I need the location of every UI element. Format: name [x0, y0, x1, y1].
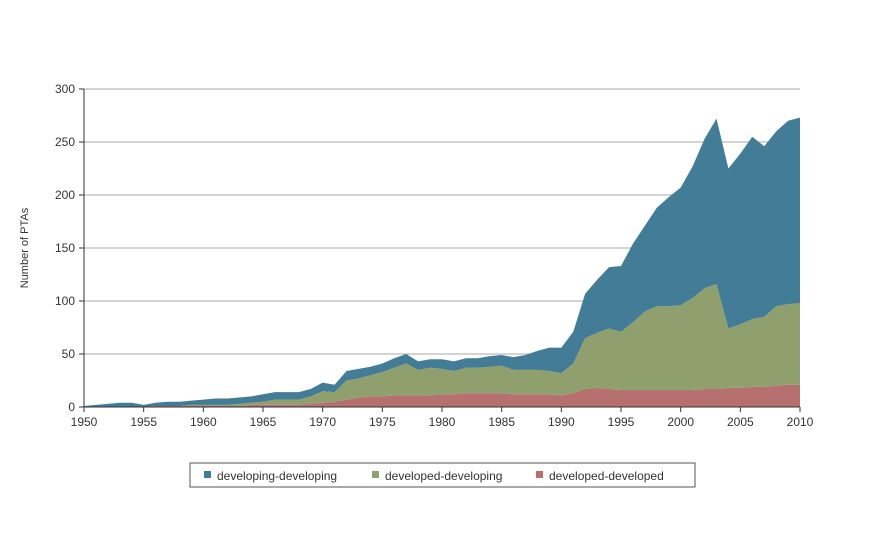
x-tick-label-1975: 1975	[369, 415, 396, 429]
y-axis-title: Number of PTAs	[19, 207, 31, 288]
legend-box	[189, 462, 696, 488]
legend-swatch-developed-developed	[536, 471, 543, 478]
x-tick-label-1970: 1970	[309, 415, 336, 429]
y-ticks: 0 50 100 150 200 250 300	[55, 82, 84, 414]
x-tick-label-1980: 1980	[429, 415, 456, 429]
area-developing-developing	[84, 117, 800, 408]
y-tick-label-0: 0	[68, 400, 75, 414]
legend-swatch-developing-developing	[204, 471, 211, 478]
y-tick-label-50: 50	[62, 347, 76, 361]
y-tick-label-200: 200	[55, 188, 75, 202]
area-developed-developed	[84, 384, 800, 407]
legend-swatch-developed-developing	[372, 471, 379, 478]
x-tick-label-1955: 1955	[130, 415, 157, 429]
x-tick-label-2010: 2010	[787, 415, 814, 429]
area-series	[84, 117, 800, 408]
y-tick-label-150: 150	[55, 241, 75, 255]
legend-label-developing-developing: developing-developing	[217, 469, 337, 483]
x-tick-label-1960: 1960	[190, 415, 217, 429]
x-ticks: 1950 1955 1960 1965 1970 1975 1980 1985 1990 1995…	[71, 407, 814, 429]
legend-label-developed-developed: developed-developed	[549, 469, 664, 483]
y-tick-label-100: 100	[55, 294, 75, 308]
x-tick-label-1985: 1985	[488, 415, 515, 429]
x-tick-label-1995: 1995	[608, 415, 635, 429]
y-tick-label-300: 300	[55, 82, 75, 96]
x-tick-label-2000: 2000	[667, 415, 694, 429]
x-tick-label-2005: 2005	[727, 415, 754, 429]
x-tick-label-1965: 1965	[250, 415, 277, 429]
legend: developing-developing developed-developi…	[189, 462, 696, 488]
y-tick-label-250: 250	[55, 135, 75, 149]
x-tick-label-1990: 1990	[548, 415, 575, 429]
area-developed-developing	[84, 284, 800, 407]
x-tick-label-1950: 1950	[71, 415, 98, 429]
legend-label-developed-developing: developed-developing	[385, 469, 502, 483]
